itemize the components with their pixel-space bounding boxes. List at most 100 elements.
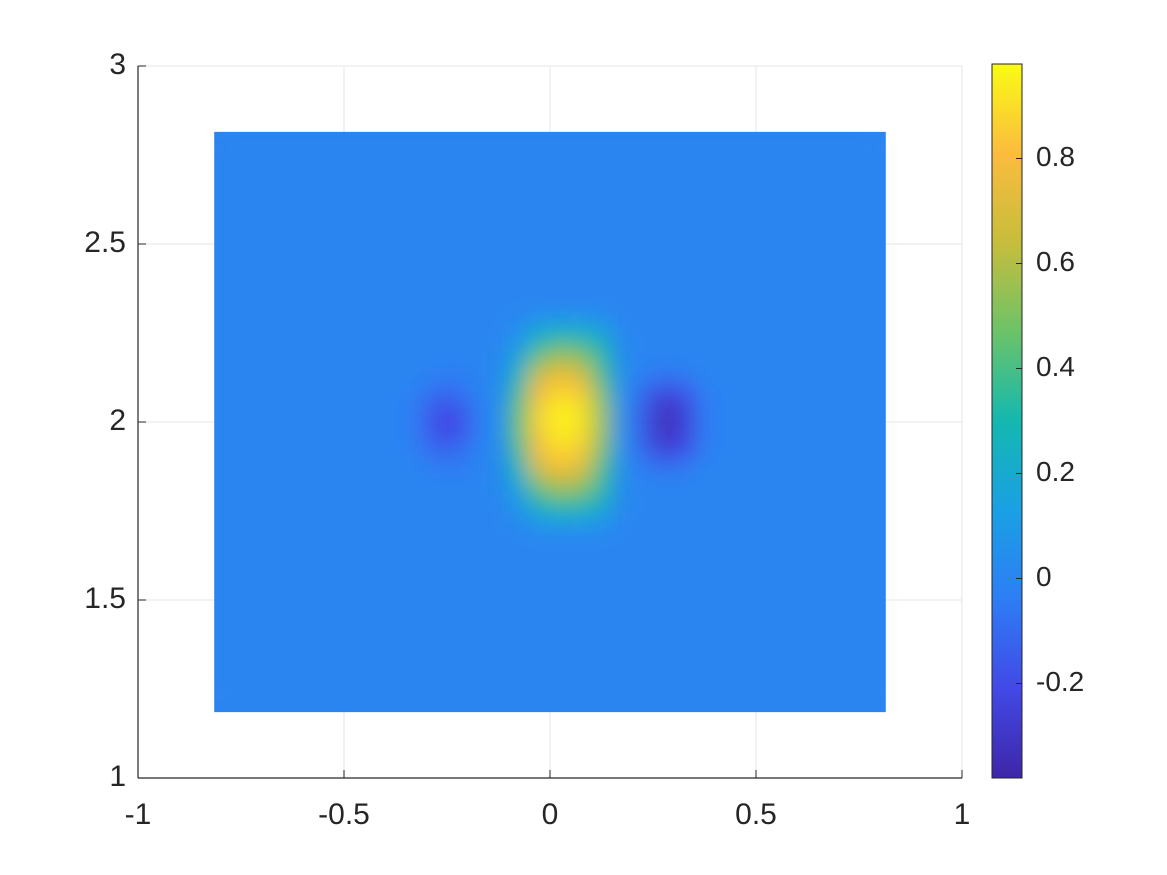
cell	[405, 439, 427, 459]
cell	[570, 511, 592, 530]
cell	[447, 475, 469, 494]
cell	[426, 350, 448, 370]
cell	[673, 439, 695, 459]
cell	[673, 493, 695, 512]
cell	[405, 475, 427, 494]
cell	[508, 475, 530, 494]
cell	[714, 528, 886, 713]
cell	[591, 315, 613, 334]
cell	[214, 493, 407, 512]
cell	[529, 350, 551, 370]
cell	[467, 368, 489, 387]
cell	[570, 439, 592, 459]
cell	[694, 131, 716, 316]
cell	[488, 404, 510, 423]
cell	[632, 386, 654, 405]
cell	[694, 368, 716, 387]
cell	[632, 350, 654, 370]
cell	[714, 315, 886, 334]
cell	[673, 131, 695, 316]
cell	[714, 422, 886, 441]
cell	[550, 475, 572, 494]
colorbar-tick-label: 0.8	[1036, 141, 1075, 172]
cell	[694, 315, 716, 334]
cell	[550, 315, 572, 334]
cell	[653, 457, 675, 476]
cell	[653, 404, 675, 423]
cell	[570, 350, 592, 370]
cell	[426, 404, 448, 423]
cell	[694, 439, 716, 459]
cell	[529, 457, 551, 476]
cell	[447, 368, 469, 387]
cell	[714, 350, 886, 370]
cell	[214, 131, 407, 316]
cell	[591, 457, 613, 476]
cell	[488, 333, 510, 352]
cell	[550, 422, 572, 441]
cell	[488, 439, 510, 459]
cell	[611, 493, 633, 512]
cell	[653, 315, 675, 334]
cell	[508, 368, 530, 387]
cell	[488, 131, 510, 316]
cell	[570, 315, 592, 334]
cell	[714, 475, 886, 494]
cell	[508, 333, 530, 352]
cell	[653, 511, 675, 530]
cell	[714, 333, 886, 352]
cell	[426, 475, 448, 494]
cell	[488, 493, 510, 512]
x-tick-label: -1	[125, 798, 152, 831]
cell	[508, 422, 530, 441]
cell	[694, 422, 716, 441]
cell	[214, 404, 407, 423]
cell	[467, 511, 489, 530]
cell	[611, 333, 633, 352]
cell	[570, 386, 592, 405]
cell	[447, 131, 469, 316]
cell	[426, 422, 448, 441]
cell	[508, 131, 530, 316]
y-tick-label: 1.5	[84, 582, 126, 615]
cell	[214, 333, 407, 352]
cell	[694, 457, 716, 476]
cell	[529, 511, 551, 530]
colorbar-tick-label: 0.2	[1036, 456, 1075, 487]
cell	[632, 528, 654, 713]
cell	[673, 422, 695, 441]
cell	[591, 493, 613, 512]
cell	[405, 333, 427, 352]
cell	[611, 511, 633, 530]
cell	[591, 511, 613, 530]
cell	[714, 131, 886, 316]
cell	[694, 475, 716, 494]
cell	[653, 422, 675, 441]
cell	[405, 457, 427, 476]
cell	[611, 350, 633, 370]
cell	[405, 315, 427, 334]
cell	[550, 439, 572, 459]
cell	[714, 404, 886, 423]
cell	[508, 439, 530, 459]
cell	[550, 404, 572, 423]
cell	[611, 422, 633, 441]
cell	[508, 528, 530, 713]
cell	[550, 368, 572, 387]
cell	[529, 368, 551, 387]
cell	[467, 475, 489, 494]
cell	[447, 457, 469, 476]
cell	[632, 511, 654, 530]
cell	[529, 386, 551, 405]
cell	[653, 131, 675, 316]
cell	[611, 475, 633, 494]
cell	[467, 439, 489, 459]
cell	[467, 350, 489, 370]
cell	[488, 475, 510, 494]
cell	[488, 457, 510, 476]
y-tick-label: 1	[109, 760, 126, 793]
cell	[570, 404, 592, 423]
cell	[405, 131, 427, 316]
cell	[488, 350, 510, 370]
cell	[426, 315, 448, 334]
